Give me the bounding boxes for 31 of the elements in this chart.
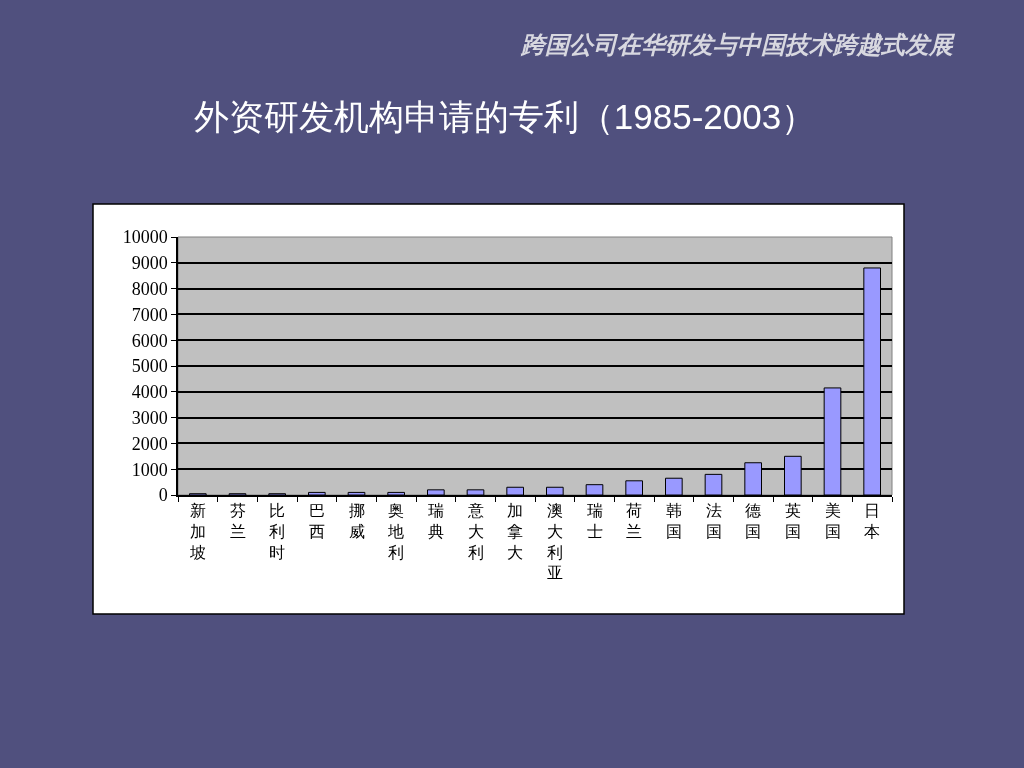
y-tick-label: 4000 [131, 382, 168, 403]
x-tick-label: 奥地利 [387, 501, 405, 561]
y-tick-label: 9000 [131, 253, 168, 274]
text: 跨国公司在华研发与中国技术跨越式发展 [520, 31, 956, 58]
x-tick-label: 新加坡 [188, 501, 206, 561]
y-tick-label: 5000 [131, 356, 168, 377]
x-tick-label: 澳大利亚 [546, 501, 563, 582]
x-tick-label: 日本 [864, 501, 881, 540]
x-tick-label: 荷兰 [626, 501, 643, 540]
x-tick-label: 加拿大 [507, 501, 524, 561]
x-tick-label: 韩国 [665, 501, 682, 540]
y-tick-label: 6000 [131, 330, 168, 351]
y-tick-label: 3000 [131, 407, 168, 428]
y-tick-label: 0 [158, 485, 168, 506]
y-tick-label: 7000 [131, 304, 168, 325]
x-tick-label: 意大利 [466, 501, 484, 561]
y-tick-label: 8000 [131, 278, 168, 299]
x-tick-label: 瑞士 [586, 501, 603, 540]
x-tick-label: 英国 [784, 501, 801, 540]
x-tick-label: 挪威 [348, 501, 365, 540]
x-tick-label: 美国 [824, 501, 841, 540]
x-tick-label: 法国 [705, 501, 722, 540]
y-tick-label: 1000 [131, 459, 168, 480]
x-tick-label: 瑞典 [427, 501, 444, 540]
x-tick-label: 巴西 [308, 501, 325, 540]
x-tick-label: 德国 [745, 501, 762, 540]
y-tick-label: 2000 [131, 433, 168, 454]
x-tick-label: 比利时 [269, 501, 286, 561]
x-tick-label: 芬兰 [229, 501, 246, 540]
chart-title: 外资研发机构申请的专利（1985-2003） [193, 97, 817, 137]
y-tick-label: 10000 [122, 227, 168, 248]
